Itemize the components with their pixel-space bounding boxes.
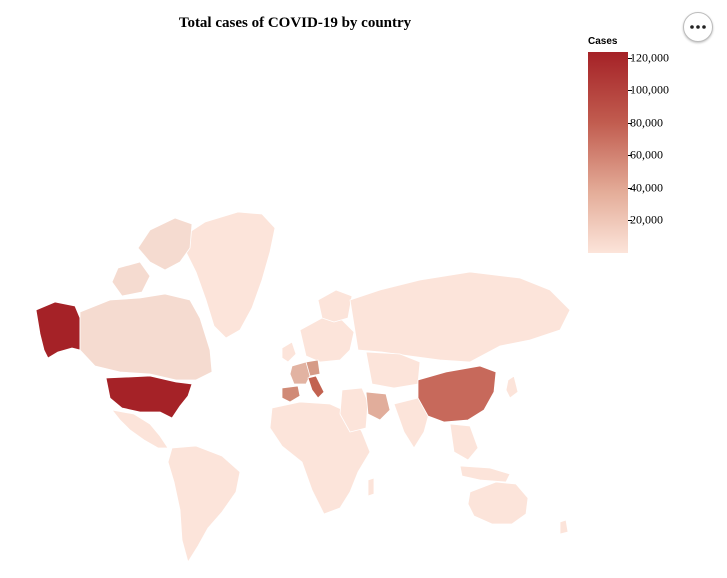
region-greenland[interactable] xyxy=(184,211,276,339)
legend-tick-label: 100,000 xyxy=(630,82,669,97)
region-canada-islands[interactable] xyxy=(137,217,193,271)
region-southeast-asia[interactable] xyxy=(449,423,479,461)
legend-tick xyxy=(628,155,632,157)
region-italy[interactable] xyxy=(307,375,325,399)
region-germany[interactable] xyxy=(305,359,321,377)
legend-tick-label: 60,000 xyxy=(630,147,663,162)
legend-tick-label: 120,000 xyxy=(630,50,669,65)
region-africa[interactable] xyxy=(269,401,371,515)
region-scandinavia[interactable] xyxy=(317,289,353,323)
region-china[interactable] xyxy=(417,365,497,423)
region-alaska[interactable] xyxy=(35,301,81,359)
region-europe[interactable] xyxy=(299,317,355,363)
chart-actions-button[interactable] xyxy=(683,12,713,42)
legend-tick xyxy=(628,57,632,59)
region-russia[interactable] xyxy=(349,271,571,363)
region-central-asia[interactable] xyxy=(365,351,421,389)
region-australia[interactable] xyxy=(467,481,529,525)
legend-tick xyxy=(628,122,632,124)
region-indonesia[interactable] xyxy=(459,465,511,483)
chart-title: Total cases of COVID-19 by country xyxy=(178,15,412,31)
legend-tick xyxy=(628,187,632,189)
legend-gradient-bar xyxy=(588,52,628,253)
legend-tick-label: 80,000 xyxy=(630,115,663,130)
legend-tick xyxy=(628,220,632,222)
region-madagascar[interactable] xyxy=(367,477,375,497)
region-united-states[interactable] xyxy=(105,375,193,419)
region-mexico[interactable] xyxy=(111,409,169,449)
region-united-kingdom[interactable] xyxy=(281,341,297,363)
region-new-zealand[interactable] xyxy=(559,519,569,535)
region-south-america[interactable] xyxy=(167,445,241,563)
legend-tick-label: 20,000 xyxy=(630,212,663,227)
region-japan[interactable] xyxy=(505,375,519,399)
legend-title: Cases xyxy=(588,36,618,47)
legend-tick-label: 40,000 xyxy=(630,180,663,195)
region-middle-east[interactable] xyxy=(339,387,369,433)
region-iran[interactable] xyxy=(365,391,391,421)
ellipsis-icon xyxy=(690,25,706,29)
legend-tick xyxy=(628,90,632,92)
region-canada-islands-2[interactable] xyxy=(111,261,151,297)
region-canada[interactable] xyxy=(79,293,213,381)
color-legend: Cases 120,000 100,000 80,000 60,000 40,000 20… xyxy=(588,36,698,256)
region-spain[interactable] xyxy=(281,385,301,403)
